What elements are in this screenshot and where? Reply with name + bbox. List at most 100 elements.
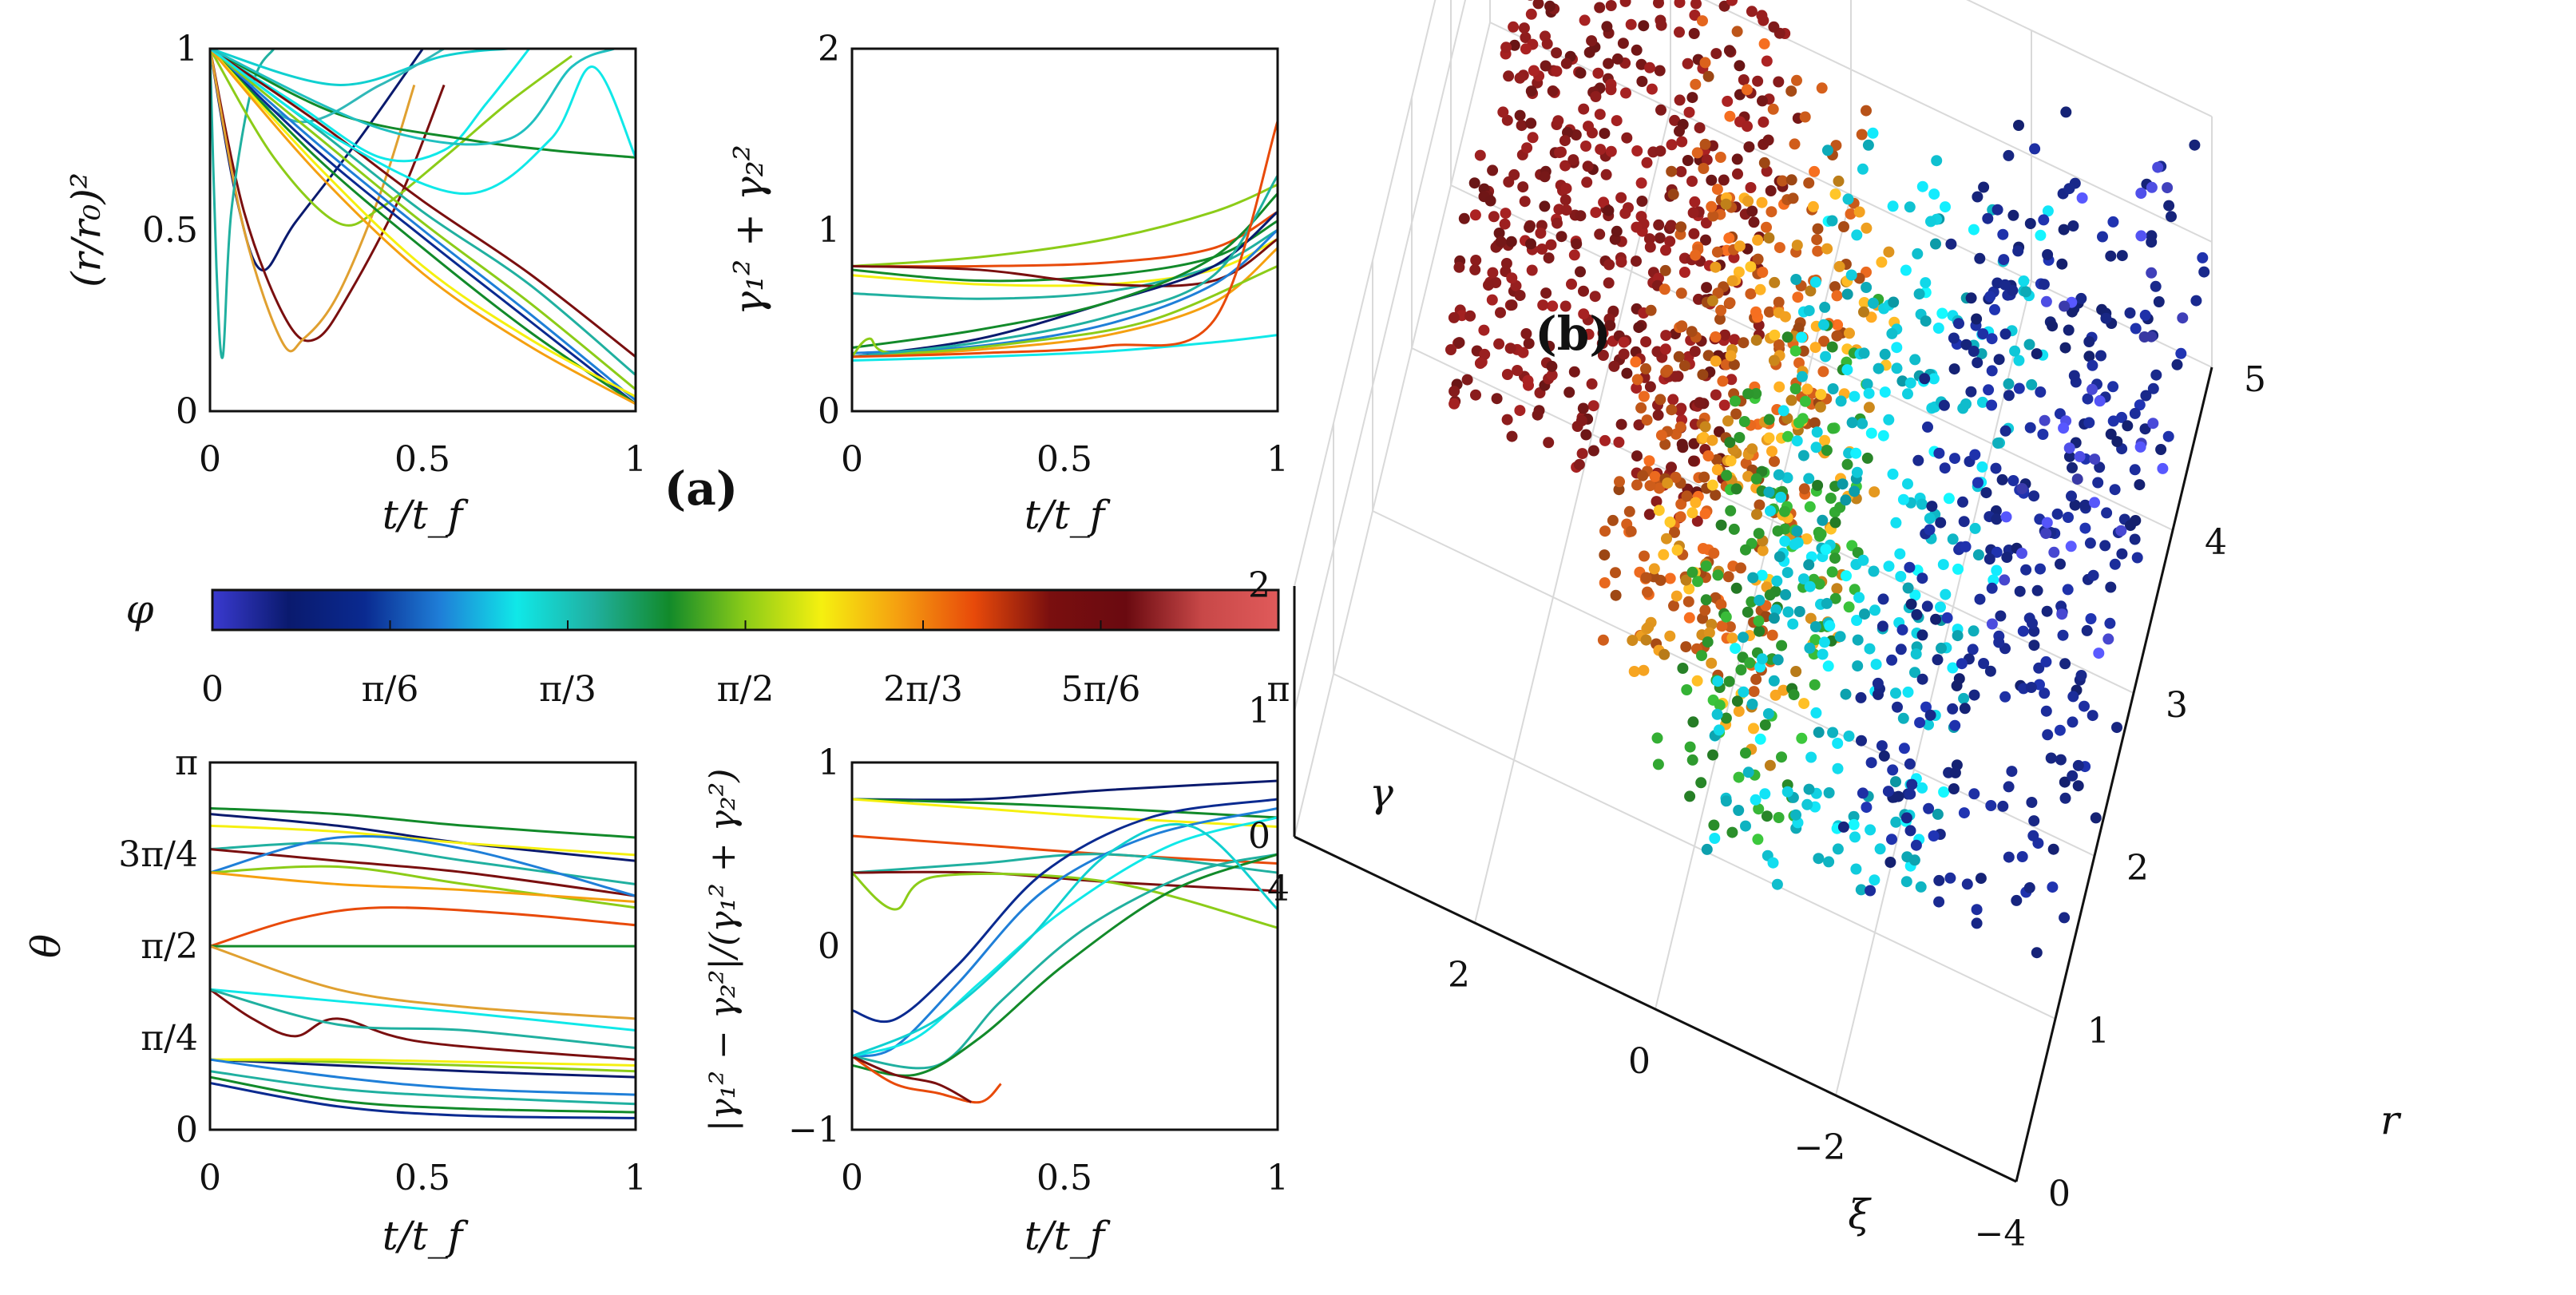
scatter-point (1851, 615, 1863, 626)
scatter-point (1781, 430, 1793, 442)
series-line (210, 49, 636, 406)
scatter-point (1835, 395, 1847, 407)
scatter-point (1702, 450, 1714, 461)
scatter-point (1968, 689, 1980, 701)
scatter-point (1869, 486, 1880, 498)
scatter-point (1948, 363, 1960, 375)
scatter-point (2166, 211, 2177, 223)
scatter-point (1682, 57, 1694, 69)
scatter-point (2084, 537, 2096, 549)
scatter-point (1453, 337, 1465, 349)
scatter-point (1698, 432, 1710, 443)
scatter-point (1525, 8, 1537, 20)
scatter-point (2037, 429, 2049, 440)
scatter-point (1890, 776, 1901, 788)
series-line (210, 49, 573, 227)
scatter-point (1738, 337, 1750, 349)
scatter-point (1631, 221, 1643, 233)
series-line (210, 49, 636, 398)
scatter-point (2071, 473, 2083, 485)
plot-3d-scatter: 0 1 2 4 2 0 −2 −4 0 1 2 3 4 5 γ ξ r (b) (1248, 0, 2402, 1254)
scatter-point (1674, 94, 1686, 106)
scatter-point (2023, 339, 2035, 350)
scatter-point (1730, 582, 1742, 594)
scatter-point (2059, 342, 2071, 354)
scatter-point (1598, 196, 1610, 208)
scatter-point (1858, 347, 1870, 359)
y-tick-label: 0.5 (142, 210, 198, 251)
x-tick-label: 0 (841, 1158, 863, 1198)
scatter-point (1904, 825, 1916, 837)
scatter-point (2054, 724, 2066, 736)
scatter-point (2035, 563, 2046, 575)
scatter-point (1688, 438, 1700, 449)
scatter-point (1506, 272, 1518, 284)
scatter-point (2087, 383, 2098, 395)
xi-axis (1294, 835, 2017, 1183)
scatter-point (1896, 624, 1908, 636)
scatter-point (1861, 378, 1873, 390)
scatter-point (1537, 299, 1549, 311)
scatter-point (2198, 266, 2210, 278)
scatter-point (1669, 114, 1681, 126)
scatter-point (1898, 743, 1910, 754)
series-line (210, 1058, 636, 1096)
scatter-point (1479, 348, 1491, 360)
series-line (210, 871, 636, 903)
scatter-point (2076, 192, 2088, 204)
scatter-point (1928, 188, 1940, 200)
scatter-point (2087, 710, 2098, 722)
scatter-point (1659, 264, 1671, 276)
grid-line (1966, 0, 2213, 117)
series-line (852, 816, 1278, 1058)
scatter-point (1722, 415, 1734, 427)
scatter-point (1664, 572, 1676, 584)
scatter-point (2028, 815, 2040, 827)
scatter-point (1819, 434, 1831, 446)
scatter-point (1469, 263, 1481, 275)
scatter-point (1735, 664, 1747, 675)
scatter-point (1649, 470, 1661, 482)
scatter-point (1792, 291, 1804, 303)
scatter-point (1770, 604, 1782, 616)
scatter-point (2089, 497, 2100, 509)
scatter-point (1935, 517, 1947, 529)
z-tick-label: 1 (1248, 691, 1270, 731)
scatter-point (1687, 207, 1699, 219)
scatter-point (2081, 624, 2093, 636)
scatter-point (1864, 643, 1876, 655)
scatter-point (1809, 276, 1821, 288)
scatter-point (1754, 625, 1766, 637)
scatter-point (1756, 569, 1768, 581)
scatter-point (1683, 583, 1695, 595)
y-tick-label: 0 (176, 391, 198, 432)
scatter-point (1652, 409, 1664, 421)
scatter-point (1972, 549, 1984, 560)
scatter-point (1667, 394, 1679, 406)
scatter-point (1904, 758, 1916, 770)
scatter-point (2023, 881, 2035, 893)
scatter-point (2040, 705, 2052, 717)
scatter-point (1773, 551, 1785, 563)
scatter-point (1728, 358, 1740, 370)
scatter-point (1700, 594, 1712, 606)
series-line (210, 1070, 636, 1106)
scatter-point (1801, 798, 1813, 810)
scatter-point (2094, 395, 2106, 407)
scatter-point (1519, 196, 1531, 208)
scatter-point (1674, 421, 1686, 433)
scatter-point (1652, 758, 1664, 770)
scatter-point (1848, 810, 1860, 822)
scatter-point (1852, 634, 1864, 646)
scatter-point (1695, 777, 1707, 789)
scatter-point (1985, 800, 1997, 811)
scatter-point (1853, 592, 1865, 604)
series-line (210, 824, 636, 857)
scatter-point (1986, 399, 1998, 411)
scatter-point (1747, 572, 1759, 584)
scatter-points (1445, 0, 2210, 959)
scatter-point (1759, 719, 1771, 731)
scatter-point (1845, 208, 1857, 220)
scatter-point (1666, 404, 1678, 416)
scatter-point (1937, 559, 1949, 571)
